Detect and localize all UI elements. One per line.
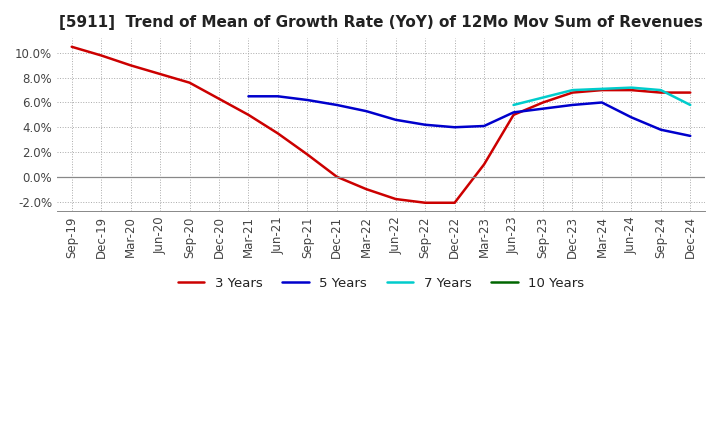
- 5 Years: [421, 122, 430, 128]
- 5 Years: [333, 103, 341, 108]
- Line: 3 Years: 3 Years: [72, 47, 690, 203]
- 3 Years: [185, 80, 194, 85]
- 3 Years: [333, 174, 341, 180]
- 5 Years: [392, 117, 400, 122]
- 3 Years: [450, 200, 459, 205]
- 3 Years: [126, 63, 135, 68]
- 5 Years: [657, 127, 665, 132]
- 5 Years: [568, 103, 577, 108]
- Legend: 3 Years, 5 Years, 7 Years, 10 Years: 3 Years, 5 Years, 7 Years, 10 Years: [173, 271, 590, 295]
- 7 Years: [509, 103, 518, 108]
- 5 Years: [598, 100, 606, 105]
- Line: 5 Years: 5 Years: [248, 96, 690, 136]
- 3 Years: [244, 112, 253, 117]
- 3 Years: [97, 53, 106, 58]
- 3 Years: [480, 162, 488, 167]
- Line: 7 Years: 7 Years: [513, 88, 690, 105]
- 3 Years: [539, 100, 547, 105]
- 3 Years: [657, 90, 665, 95]
- 7 Years: [686, 103, 695, 108]
- 3 Years: [568, 90, 577, 95]
- 3 Years: [421, 200, 430, 205]
- 3 Years: [392, 196, 400, 202]
- 3 Years: [303, 152, 312, 157]
- 5 Years: [686, 133, 695, 139]
- 3 Years: [362, 187, 371, 192]
- 7 Years: [657, 88, 665, 93]
- Title: [5911]  Trend of Mean of Growth Rate (YoY) of 12Mo Mov Sum of Revenues: [5911] Trend of Mean of Growth Rate (YoY…: [59, 15, 703, 30]
- 5 Years: [450, 125, 459, 130]
- 3 Years: [274, 131, 282, 136]
- 5 Years: [303, 97, 312, 103]
- 3 Years: [215, 96, 223, 101]
- 3 Years: [686, 90, 695, 95]
- 5 Years: [539, 106, 547, 111]
- 5 Years: [244, 94, 253, 99]
- 5 Years: [480, 123, 488, 128]
- 3 Years: [156, 71, 164, 77]
- 5 Years: [627, 115, 636, 120]
- 5 Years: [274, 94, 282, 99]
- 3 Years: [68, 44, 76, 49]
- 5 Years: [509, 110, 518, 115]
- 7 Years: [598, 86, 606, 92]
- 3 Years: [509, 112, 518, 117]
- 7 Years: [568, 88, 577, 93]
- 5 Years: [362, 109, 371, 114]
- 7 Years: [627, 85, 636, 90]
- 7 Years: [539, 95, 547, 100]
- 3 Years: [627, 88, 636, 93]
- 3 Years: [598, 88, 606, 93]
